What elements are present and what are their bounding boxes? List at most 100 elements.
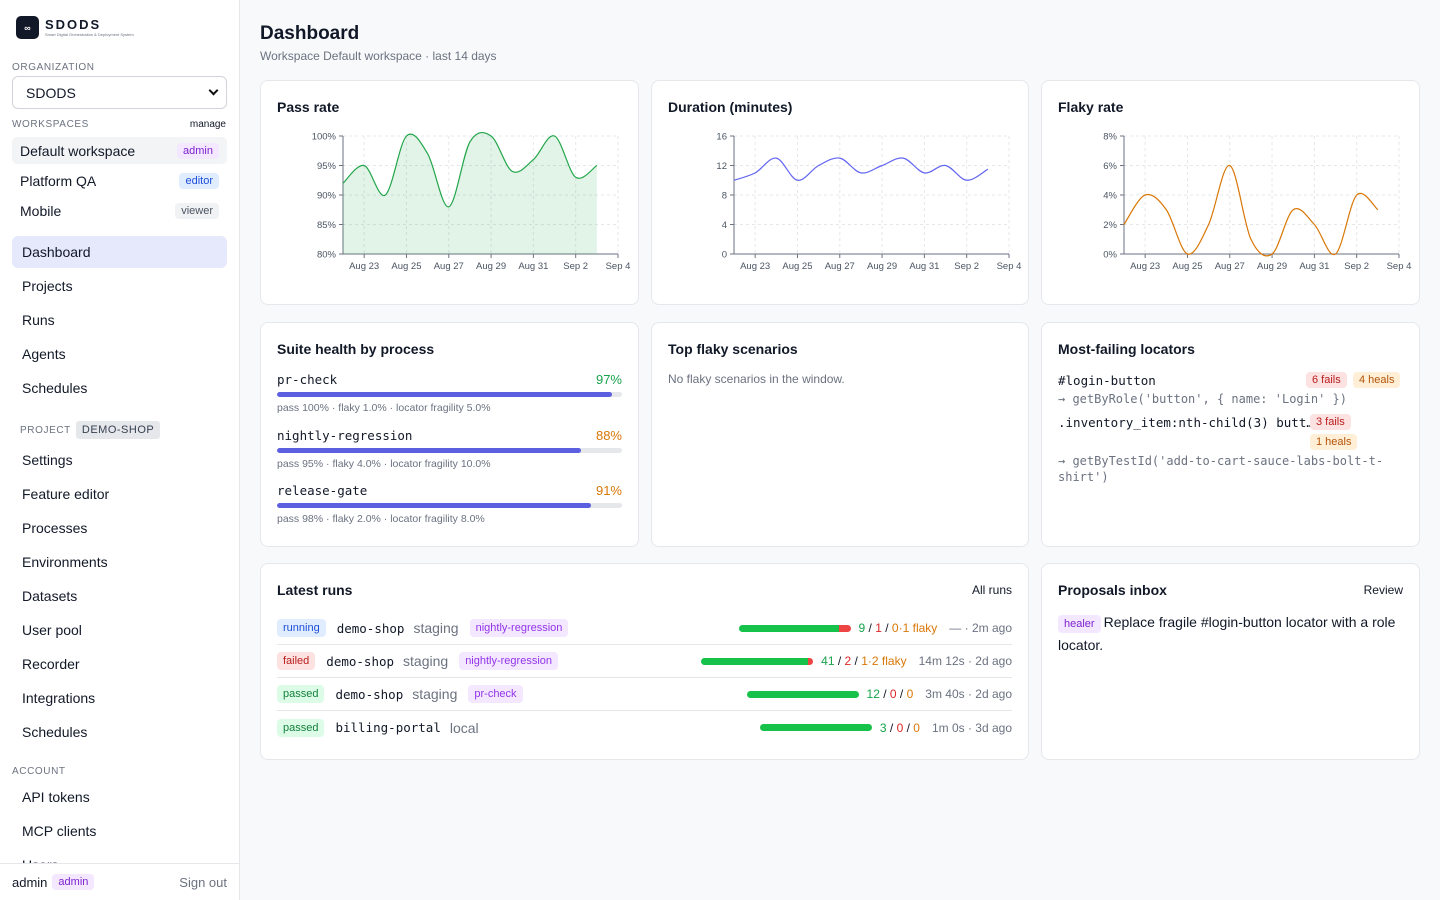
workspaces-label: WORKSPACES (12, 119, 89, 130)
suite-meta: pass 98% · flaky 2.0% · locator fragilit… (277, 513, 485, 525)
nav-project-settings[interactable]: Settings (22, 452, 73, 468)
x-tick-label: Aug 27 (434, 261, 464, 272)
locator-name[interactable]: #login-button (1058, 373, 1156, 388)
run-progress-pass (759, 724, 872, 731)
y-tick-label: 85% (317, 220, 337, 231)
run-progress-fail (807, 657, 814, 665)
nav-project-datasets[interactable]: Datasets (22, 588, 78, 604)
pass-rate-title: Pass rate (277, 99, 340, 115)
nav-project-integrations[interactable]: Integrations (22, 690, 96, 706)
brand-tagline: Smart Digital Orchestration & Deployment… (45, 31, 134, 37)
suite-health-bar (277, 503, 622, 508)
org-select[interactable]: SDODS (12, 76, 227, 109)
manage-workspaces-link[interactable]: manage (189, 119, 226, 130)
proposals-title: Proposals inbox (1058, 582, 1167, 598)
logo-icon: ∞ (16, 16, 39, 39)
suite-health-bar (277, 448, 622, 453)
suite-item[interactable]: nightly-regression 88% pass 95% · flaky 4.… (277, 428, 622, 470)
run-row[interactable]: passed billing-portal local 3 / 0 / 0 1m 0s … (277, 711, 1012, 744)
x-tick-label: Aug 31 (909, 261, 939, 272)
run-progress-bar (746, 690, 859, 698)
run-counts: 9 / 1 / 0·1 flaky (858, 621, 938, 635)
nav-account-users[interactable]: Users (12, 849, 227, 863)
series-line (1123, 164, 1379, 257)
x-tick-label: Aug 27 (1215, 261, 1245, 272)
workspace-item[interactable]: Default workspace admin (12, 137, 227, 164)
nav-account-api-tokens[interactable]: API tokens (22, 789, 90, 805)
workspace-name: Mobile (20, 202, 62, 219)
y-tick-label: 8 (722, 191, 727, 202)
suite-health-bar-fill (277, 392, 612, 397)
run-row[interactable]: failed demo-shop staging nightly-regression… (277, 645, 1012, 678)
suite-score: 97% (595, 372, 622, 387)
sign-out-button[interactable]: Sign out (179, 874, 227, 890)
workspace-item[interactable]: Mobile viewer (12, 197, 227, 224)
chart-grid: 0% 2% 4% 6% 8% Aug 23 Aug 25 Aug 27 Aug 29 Aug 31… (1103, 132, 1411, 273)
run-row[interactable]: passed demo-shop staging pr-check 12 / 0 / 0… (277, 678, 1012, 711)
run-fail-count: 1 (875, 621, 882, 635)
nav-project-processes[interactable]: Processes (22, 520, 88, 536)
workspace-item[interactable]: Platform QA editor (12, 167, 227, 194)
run-process-badge: pr-check (468, 685, 523, 703)
y-tick-label: 95% (317, 161, 337, 172)
locator-name[interactable]: .inventory_item:nth-child(3) butt… (1058, 415, 1314, 430)
nav-main-dashboard[interactable]: Dashboard (12, 236, 227, 268)
current-user-role-badge: admin (52, 874, 95, 890)
nav-project-feature-editor[interactable]: Feature editor (22, 486, 110, 502)
workspace-role-badge: admin (177, 142, 219, 159)
nav-main-agents[interactable]: Agents (22, 346, 66, 362)
top-flaky-title: Top flaky scenarios (668, 341, 798, 357)
run-skip-count: 0 (906, 687, 914, 701)
suite-name: release-gate (277, 483, 368, 498)
suite-item[interactable]: pr-check 97% pass 100% · flaky 1.0% · loca… (277, 372, 622, 414)
all-runs-link[interactable]: All runs (971, 583, 1012, 597)
nav-account-mcp-clients[interactable]: MCP clients (22, 823, 97, 839)
chart-grid: 0 4 8 12 16 Aug 23 Aug 25 Aug 27 Aug 29 Aug 31 Sep… (716, 132, 1021, 273)
run-project: demo-shop (336, 620, 405, 636)
workspace-role-badge: viewer (175, 202, 219, 219)
x-tick-label: Sep 4 (606, 261, 631, 272)
nav-project-schedules[interactable]: Schedules (22, 724, 88, 740)
y-tick-label: 90% (317, 191, 337, 202)
run-process-badge: nightly-regression (469, 619, 569, 637)
suite-score: 91% (595, 483, 622, 498)
y-tick-label: 16 (716, 132, 727, 143)
nav-main-projects[interactable]: Projects (22, 278, 73, 294)
sidebar-scroll[interactable]: ∞ SDODS Smart Digital Orchestration & De… (0, 0, 239, 863)
nav-project-user-pool[interactable]: User pool (22, 622, 82, 638)
nav-main-schedules[interactable]: Schedules (22, 380, 88, 396)
run-skip-count: 0 (913, 720, 920, 735)
suite-item[interactable]: release-gate 91% pass 98% · flaky 2.0% · l… (277, 483, 622, 525)
x-tick-label: Aug 27 (825, 261, 855, 272)
run-project: demo-shop (335, 686, 404, 702)
run-fail-count: 0 (889, 687, 897, 701)
proposal-item[interactable]: healer Replace fragile #login-button loca… (1058, 612, 1403, 656)
brand[interactable]: ∞ SDODS Smart Digital Orchestration & De… (16, 16, 134, 39)
nav-project-environments[interactable]: Environments (22, 554, 108, 570)
run-skip-count: 1 (861, 654, 868, 668)
nav-main-runs[interactable]: Runs (22, 312, 55, 328)
nav-project-recorder[interactable]: Recorder (22, 656, 80, 672)
sidebar: ∞ SDODS Smart Digital Orchestration & De… (0, 0, 240, 900)
pass-rate-card: Pass rate 80% 85% 90% 95% 100% Aug 23 Aug 25 Au… (260, 80, 639, 305)
run-progress-bar (738, 624, 851, 632)
x-tick-label: Aug 23 (349, 261, 379, 272)
x-tick-label: Aug 23 (740, 261, 770, 272)
workspace-name: Platform QA (20, 172, 97, 189)
run-row[interactable]: running demo-shop staging nightly-regressio… (277, 612, 1012, 645)
run-timing: 1m 0s · 3d ago (931, 720, 1012, 735)
duration-card: Duration (minutes) 0 4 8 12 16 Aug 23 Aug 25 Au… (651, 80, 1029, 305)
review-link[interactable]: Review (1363, 583, 1403, 597)
run-status-badge: running (277, 619, 326, 637)
y-tick-label: 4 (722, 220, 727, 231)
page-title: Dashboard (260, 23, 360, 44)
chart-grid: 80% 85% 90% 95% 100% Aug 23 Aug 25 Aug 27 Aug 29… (312, 132, 631, 273)
y-tick-label: 80% (317, 250, 337, 261)
locator-alternative: → getByTestId('add-to-cart-sauce-labs-bo… (1058, 454, 1384, 484)
project-badge[interactable]: DEMO-SHOP (75, 421, 161, 439)
x-tick-label: Sep 2 (563, 261, 588, 272)
locators-card: Most-failing locators #login-button 6 fa… (1041, 322, 1420, 547)
proposal-text: Replace fragile #login-button locator wi… (1058, 614, 1396, 653)
run-environment: staging (412, 686, 458, 702)
suite-health-title: Suite health by process (277, 341, 435, 357)
